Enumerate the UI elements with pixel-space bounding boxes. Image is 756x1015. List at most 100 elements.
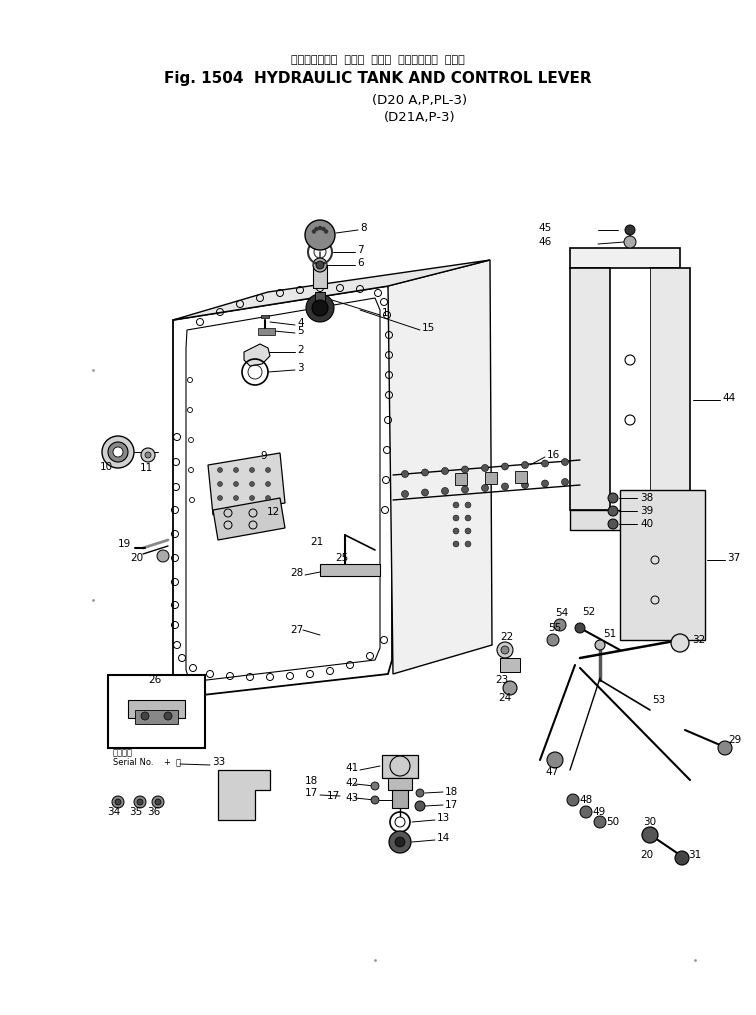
Text: 10: 10 [100,462,113,472]
Circle shape [108,442,128,462]
Text: 40: 40 [640,519,653,529]
Circle shape [554,619,566,631]
Polygon shape [244,344,270,366]
Circle shape [218,495,222,500]
Circle shape [465,528,471,534]
Polygon shape [173,260,490,320]
Circle shape [624,236,636,248]
Circle shape [102,436,134,468]
Polygon shape [108,675,205,748]
Polygon shape [218,770,270,820]
Circle shape [465,502,471,508]
Circle shape [313,258,327,272]
Text: (D21A,P-3): (D21A,P-3) [384,111,456,124]
Circle shape [675,851,689,865]
Text: 39: 39 [640,506,653,516]
Circle shape [501,646,509,654]
Circle shape [465,515,471,521]
Text: 36: 36 [147,807,160,817]
Circle shape [625,225,635,235]
Text: 12: 12 [267,508,280,517]
Text: 18: 18 [445,787,458,797]
Circle shape [503,681,517,695]
Text: 55: 55 [548,623,561,633]
Text: ハイドロリック  タンク  および  コントロール  レバー: ハイドロリック タンク および コントロール レバー [291,55,465,65]
Text: 4: 4 [297,318,304,328]
Text: Fig. 1504  HYDRAULIC TANK AND CONTROL LEVER: Fig. 1504 HYDRAULIC TANK AND CONTROL LEV… [164,70,592,85]
Text: 37: 37 [727,553,740,563]
Circle shape [547,752,563,768]
Circle shape [321,227,326,231]
Text: 27: 27 [290,625,303,635]
Circle shape [265,481,271,486]
Circle shape [608,519,618,529]
Circle shape [562,478,569,485]
Text: 8: 8 [360,223,367,233]
Circle shape [395,837,405,847]
Circle shape [134,796,146,808]
Polygon shape [208,453,285,515]
Text: 51: 51 [603,629,616,639]
Circle shape [234,495,238,500]
Polygon shape [261,315,269,318]
Text: 33: 33 [212,757,225,767]
Text: 23: 23 [495,675,508,685]
Text: 15: 15 [422,323,435,333]
Circle shape [718,741,732,755]
Polygon shape [500,658,520,672]
Text: 9: 9 [260,451,267,461]
Text: 1: 1 [382,308,389,318]
Circle shape [416,789,424,797]
Circle shape [141,448,155,462]
Circle shape [401,471,408,477]
Circle shape [453,502,459,508]
Circle shape [575,623,585,633]
Circle shape [115,799,121,805]
Circle shape [501,463,509,470]
Polygon shape [388,260,492,674]
Text: 14: 14 [437,833,451,843]
Circle shape [453,528,459,534]
Circle shape [316,261,324,269]
Circle shape [249,495,255,500]
Circle shape [305,220,335,250]
Circle shape [312,229,316,233]
Polygon shape [570,510,680,530]
Text: 2: 2 [297,345,304,355]
Text: 44: 44 [722,393,736,403]
Text: 7: 7 [357,245,364,255]
Text: 49: 49 [592,807,606,817]
Circle shape [312,300,328,316]
Circle shape [157,550,169,562]
Circle shape [145,452,151,458]
Text: 46: 46 [538,236,551,247]
Circle shape [155,799,161,805]
Text: 41: 41 [345,763,358,773]
Circle shape [461,486,469,493]
Text: Serial No.    +  ～: Serial No. + ～ [113,757,181,766]
Circle shape [152,796,164,808]
Circle shape [482,484,488,491]
Circle shape [234,468,238,473]
Text: 26: 26 [148,675,161,685]
Circle shape [422,469,429,476]
Circle shape [595,640,605,650]
Text: 17: 17 [327,791,340,801]
Circle shape [389,831,411,853]
Text: 適用番号: 適用番号 [113,748,133,757]
Text: 47: 47 [545,767,558,777]
Circle shape [522,481,528,488]
Text: 50: 50 [606,817,619,827]
Text: 30: 30 [643,817,656,827]
Circle shape [265,468,271,473]
Circle shape [461,466,469,473]
Polygon shape [392,790,408,808]
Text: 5: 5 [297,326,304,336]
Polygon shape [455,473,467,485]
Circle shape [249,468,255,473]
Text: 38: 38 [640,493,653,503]
Circle shape [137,799,143,805]
Text: 53: 53 [652,695,665,705]
Text: 45: 45 [538,223,551,233]
Circle shape [453,515,459,521]
